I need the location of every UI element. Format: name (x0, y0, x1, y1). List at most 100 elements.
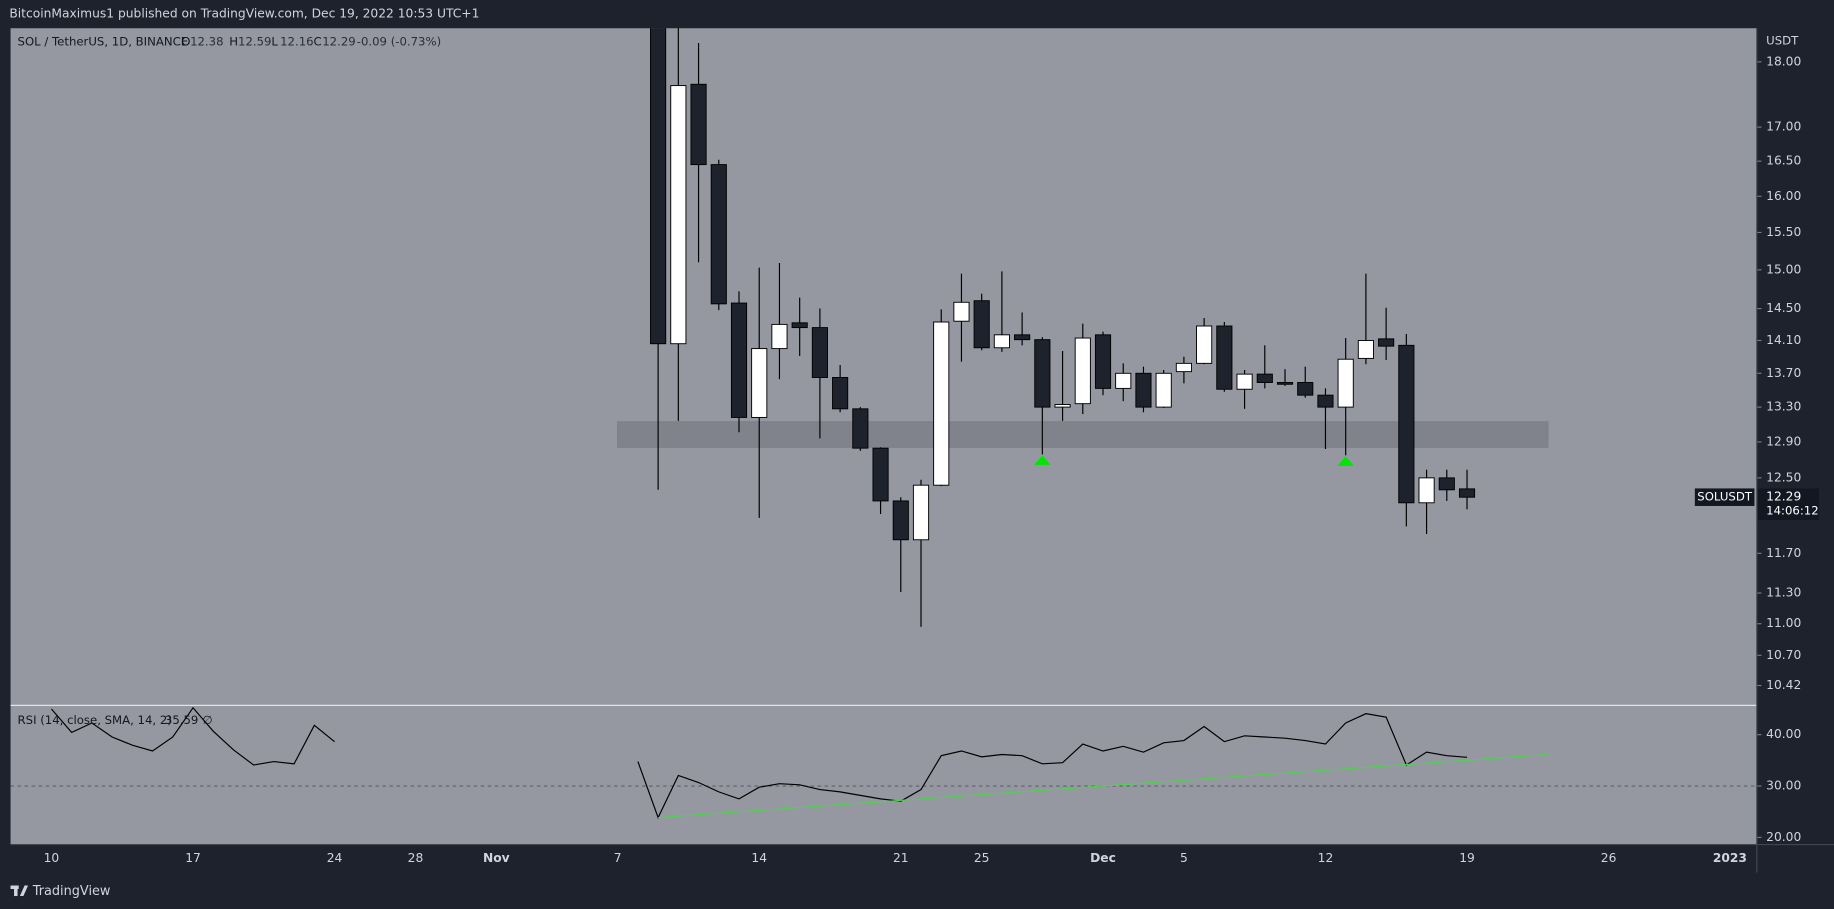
trend-line (658, 753, 1548, 819)
y-tick-label: 12.90 (1766, 434, 1801, 448)
rsi-line (50, 706, 1468, 820)
y-tick-label: 11.00 (1766, 616, 1801, 630)
y-tick-label: 30.00 (1766, 779, 1801, 793)
y-tick-label: 11.30 (1766, 586, 1801, 600)
candle-body (751, 348, 768, 418)
y-tick-label: 14.10 (1766, 333, 1801, 347)
candle-body (1054, 404, 1071, 408)
y-tick-label: 40.00 (1766, 727, 1801, 741)
x-tick-label: Nov (483, 851, 510, 865)
candle-body (1074, 337, 1091, 405)
y-tick-label: 10.42 (1766, 678, 1801, 692)
y-tick-label: 16.00 (1766, 189, 1801, 203)
y-tick-label: 16.50 (1766, 154, 1801, 168)
candle-body (1014, 334, 1031, 341)
candle-body (852, 408, 869, 449)
x-tick-label: 17 (185, 851, 201, 865)
x-tick-label: 21 (893, 851, 909, 865)
publisher-line: BitcoinMaximus1 published on TradingView… (9, 7, 479, 21)
candle-body (1256, 373, 1273, 383)
last-price: 12.29 (1766, 490, 1801, 504)
x-tick-label: 2023 (1713, 851, 1747, 865)
x-tick-label: 28 (408, 851, 424, 865)
candle-body (953, 301, 970, 322)
x-tick-label: 24 (327, 851, 343, 865)
ohlc-label: C (313, 35, 321, 49)
x-tick-label: 19 (1459, 851, 1475, 865)
signal-marker (1034, 455, 1051, 465)
ohlc-value: 12.38 (190, 35, 223, 49)
candle-body (912, 484, 930, 541)
candle-body (771, 323, 788, 350)
price-pane (10, 28, 1757, 706)
y-tick-label: 12.50 (1766, 470, 1801, 484)
candle-body (730, 302, 748, 418)
y-tick-label: 15.50 (1766, 225, 1801, 239)
candle-body (993, 334, 1010, 349)
candle-body (1094, 334, 1112, 389)
ohlc-value: 12.16 (280, 35, 313, 49)
candle-body (690, 83, 707, 166)
y-tick-label: 10.70 (1766, 648, 1801, 662)
y-tick-label: 15.00 (1766, 262, 1801, 276)
rsi-na: ∅ (202, 713, 212, 727)
candle-body (1155, 372, 1172, 408)
candle-body (1378, 338, 1395, 347)
ohlc-value: 12.59 (238, 35, 271, 49)
x-tick-label: Dec (1090, 851, 1116, 865)
pane-background (10, 28, 1757, 706)
candle-body (1297, 382, 1314, 396)
support-zone (617, 421, 1549, 448)
candle-body (1276, 382, 1294, 385)
candle-body (1337, 358, 1354, 408)
signal-marker (1337, 456, 1354, 466)
rsi-value: 35.59 (165, 713, 198, 727)
candle-body (1418, 477, 1435, 504)
y-tick-label: 14.50 (1766, 301, 1801, 315)
candle-body (791, 322, 808, 329)
ohlc-label: O (181, 35, 190, 49)
last-price-box (1757, 488, 1819, 521)
ohlc-value: 12.29 (322, 35, 355, 49)
x-tick-label: 10 (44, 851, 60, 865)
x-tick-label: 25 (974, 851, 990, 865)
candle-body (832, 377, 849, 410)
candle-body (1216, 325, 1233, 390)
candle-body (710, 164, 727, 305)
y-tick-label: 13.70 (1766, 366, 1801, 380)
candle-body (1034, 339, 1051, 408)
candle-body (1357, 340, 1374, 359)
symbol-label: SOLUSDT (1697, 490, 1753, 504)
y-unit: USDT (1766, 34, 1799, 48)
rsi-title: RSI (14, close, SMA, 14, 2) (18, 713, 172, 727)
brand: TradingView (32, 884, 111, 899)
candle-body (1398, 344, 1415, 504)
x-tick-label: 14 (751, 851, 767, 865)
change: -0.09 (-0.73%) (357, 35, 441, 49)
y-tick-label: 11.70 (1766, 546, 1801, 560)
symbol-title: SOL / TetherUS, 1D, BINANCE (18, 35, 189, 49)
rsi-pane (10, 705, 1757, 845)
candle-body (1135, 372, 1152, 408)
candle-body (811, 327, 828, 378)
pane-background (10, 705, 1757, 845)
x-tick-label: 26 (1601, 851, 1617, 865)
countdown: 14:06:12 (1766, 504, 1819, 518)
axes: USDT 18.00 17.00 16.50 16.00 15.50 15.00 14.50 1… (10, 28, 1834, 873)
candle-body (973, 300, 990, 349)
candle-body (1458, 488, 1476, 498)
brand-logo (10, 885, 29, 897)
x-tick-label: 12 (1318, 851, 1334, 865)
candle-body (872, 447, 889, 502)
x-tick-label: 7 (614, 851, 622, 865)
candle-body (892, 500, 909, 541)
candle-body (1438, 477, 1455, 491)
candle-body (1115, 372, 1132, 389)
ohlc-label: L (271, 35, 278, 49)
x-tick-label: 5 (1180, 851, 1188, 865)
candle-body (1317, 394, 1334, 408)
y-tick-label: 17.00 (1766, 120, 1801, 134)
candle-body (670, 85, 687, 345)
